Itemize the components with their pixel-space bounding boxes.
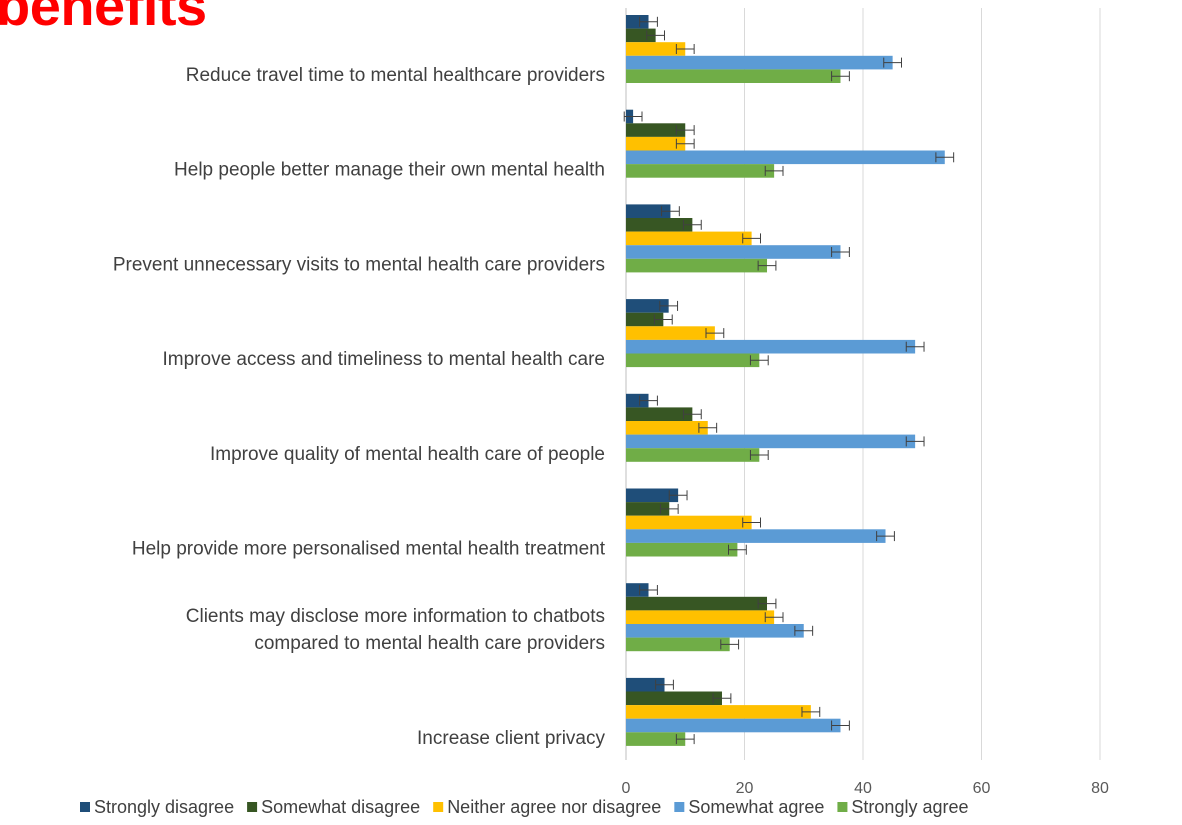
bar bbox=[626, 339, 916, 354]
bar bbox=[626, 164, 775, 178]
bar bbox=[626, 299, 669, 313]
bar bbox=[626, 705, 811, 719]
bar bbox=[626, 488, 679, 503]
bar bbox=[626, 407, 693, 421]
bar bbox=[626, 258, 768, 273]
category-label: Prevent unnecessary visits to mental hea… bbox=[113, 254, 605, 275]
bar bbox=[626, 624, 804, 638]
legend-swatch bbox=[674, 802, 685, 812]
bar bbox=[626, 529, 886, 543]
bar bbox=[626, 393, 649, 408]
bar bbox=[626, 691, 722, 706]
bar bbox=[626, 421, 708, 435]
legend-label: Neither agree nor disagree bbox=[447, 797, 661, 817]
category-label: Improve access and timeliness to mental … bbox=[163, 349, 606, 370]
bar bbox=[626, 542, 738, 557]
bar bbox=[626, 718, 841, 733]
bar bbox=[626, 596, 768, 611]
bar bbox=[626, 231, 752, 246]
bar bbox=[626, 136, 686, 151]
bar bbox=[626, 28, 656, 43]
legend-label: Somewhat agree bbox=[688, 797, 824, 817]
bar bbox=[626, 637, 730, 652]
bar bbox=[626, 150, 945, 165]
bar bbox=[626, 123, 686, 137]
legend-swatch bbox=[433, 802, 444, 812]
bar bbox=[626, 326, 715, 340]
bar bbox=[626, 732, 686, 746]
bar bbox=[626, 515, 752, 530]
bar bbox=[626, 204, 671, 218]
bar bbox=[626, 502, 670, 516]
category-label: Reduce travel time to mental healthcare … bbox=[186, 65, 605, 86]
bar bbox=[626, 583, 649, 597]
bar bbox=[626, 218, 693, 232]
chart-title: benefits bbox=[0, 0, 207, 37]
category-label: Improve quality of mental health care of… bbox=[210, 444, 605, 465]
x-tick-label: 40 bbox=[854, 780, 872, 797]
bar bbox=[626, 15, 649, 29]
bar bbox=[626, 69, 841, 83]
bar bbox=[626, 55, 893, 70]
bar bbox=[626, 677, 665, 692]
legend-swatch bbox=[837, 802, 848, 812]
bar bbox=[626, 245, 841, 259]
category-label: Help provide more personalised mental he… bbox=[132, 539, 606, 560]
bar bbox=[626, 42, 686, 56]
x-tick-label: 20 bbox=[736, 780, 754, 797]
category-label: compared to mental health care providers bbox=[254, 633, 605, 654]
bar bbox=[626, 610, 775, 624]
x-tick-label: 0 bbox=[622, 780, 631, 797]
legend-label: Strongly agree bbox=[851, 797, 968, 817]
category-label: Help people better manage their own ment… bbox=[174, 160, 605, 181]
bar bbox=[626, 434, 916, 449]
legend-label: Strongly disagree bbox=[94, 797, 234, 817]
bar bbox=[626, 448, 760, 462]
category-label: Increase client privacy bbox=[417, 728, 605, 749]
bar bbox=[626, 353, 760, 368]
x-tick-label: 60 bbox=[973, 780, 991, 797]
legend-swatch bbox=[247, 802, 258, 812]
category-label: Clients may disclose more information to… bbox=[186, 606, 605, 627]
legend-swatch bbox=[80, 802, 90, 812]
legend-label: Somewhat disagree bbox=[261, 797, 420, 817]
x-tick-label: 80 bbox=[1091, 780, 1109, 797]
